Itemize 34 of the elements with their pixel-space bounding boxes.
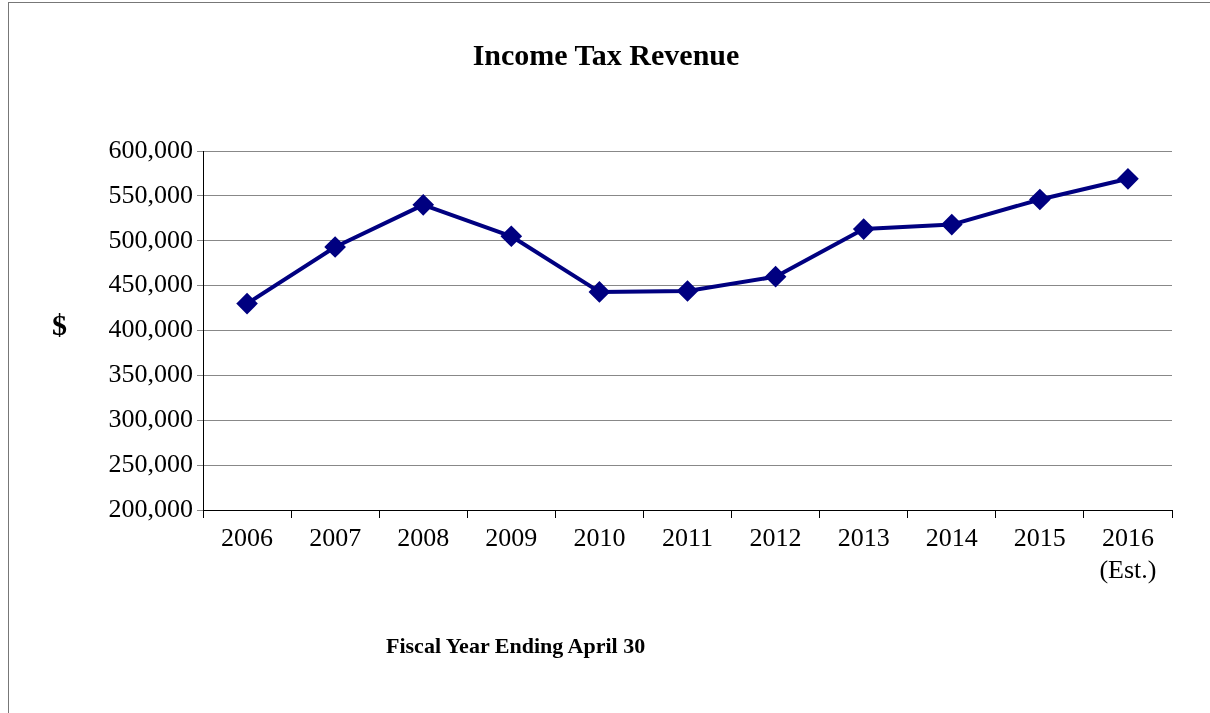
chart-title: Income Tax Revenue: [471, 38, 741, 72]
x-tick-label: 2013: [837, 523, 890, 553]
y-axis-title: $: [52, 308, 67, 342]
x-tick-label: 2009: [485, 523, 538, 553]
point: [1029, 189, 1050, 210]
point: [1117, 168, 1138, 189]
x-tick-label: 2010: [573, 523, 626, 553]
point: [941, 214, 962, 235]
y-tick-label: 250,000: [108, 448, 193, 478]
x-tick-label: 2008: [397, 523, 450, 553]
x-tick-label: 2014: [925, 523, 978, 553]
point: [413, 194, 434, 215]
point: [325, 237, 346, 258]
x-tick-label: 2016 (Est.): [1099, 523, 1157, 584]
point: [765, 266, 786, 287]
point: [237, 293, 258, 314]
y-tick-label: 600,000: [108, 134, 193, 164]
y-tick-label: 400,000: [108, 314, 193, 344]
y-tick-label: 550,000: [108, 179, 193, 209]
x-tick-label: 2015: [1013, 523, 1066, 553]
x-tick-label: 2006: [221, 523, 274, 553]
y-tick-label: 500,000: [108, 224, 193, 254]
y-tick-label: 450,000: [108, 269, 193, 299]
x-tick-label: 2012: [749, 523, 802, 553]
y-tick-label: 200,000: [108, 493, 193, 523]
point: [677, 281, 698, 302]
point: [501, 226, 522, 247]
point: [589, 281, 610, 302]
x-tick-label: 2011: [661, 523, 714, 553]
x-axis-title: Fiscal Year Ending April 30: [386, 633, 646, 659]
y-tick-label: 300,000: [108, 404, 193, 434]
x-tick-label: 2007: [309, 523, 362, 553]
y-tick-label: 350,000: [108, 359, 193, 389]
point: [853, 219, 874, 240]
